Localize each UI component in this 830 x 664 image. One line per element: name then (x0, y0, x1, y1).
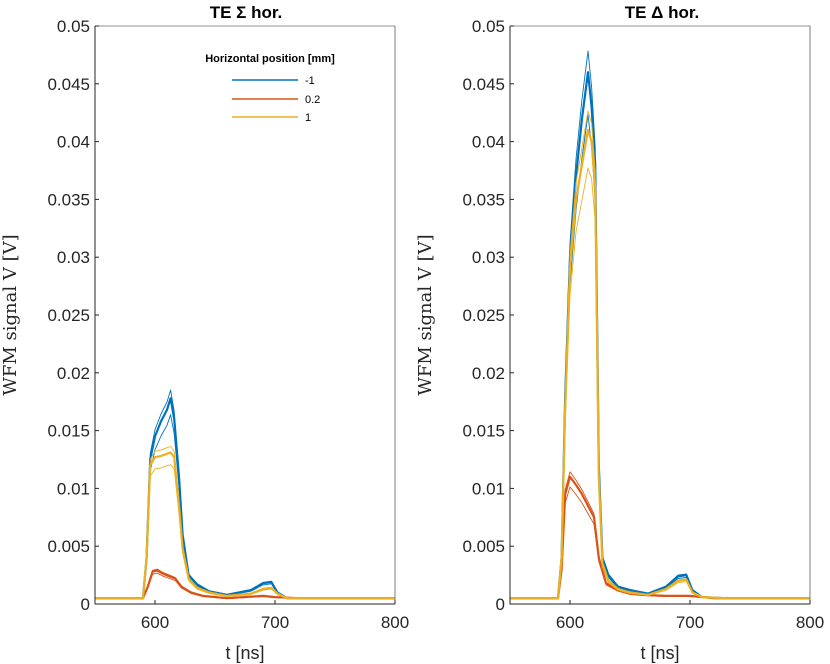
left-series-1-trace-2 (95, 446, 395, 599)
left-y-tick-label: 0.025 (47, 306, 90, 325)
left-x-axis-label: t [ns] (225, 643, 264, 663)
left-y-tick-label: 0.015 (47, 422, 90, 441)
right-y-tick-label: 0.025 (462, 306, 505, 325)
right-y-tick-label: 0.03 (472, 248, 505, 267)
left-y-tick-label: 0.01 (57, 479, 90, 498)
right-y-tick-label: 0 (496, 595, 505, 614)
left-y-tick-label: 0.02 (57, 364, 90, 383)
left-y-tick-label: 0.045 (47, 75, 90, 94)
left-series-minus-1-trace-2 (95, 389, 395, 599)
legend: Horizontal position [mm] -1 0.2 1 (205, 53, 335, 124)
right-series-1-trace-2 (510, 110, 810, 599)
left-series-group (95, 389, 395, 600)
right-series-group (510, 50, 810, 600)
left-series-1-trace-1 (95, 464, 395, 600)
left-x-tick-label: 700 (261, 613, 289, 632)
left-y-tick-label: 0 (81, 595, 90, 614)
right-y-tick-label: 0.04 (472, 133, 505, 152)
right-x-tick-label: 700 (676, 613, 704, 632)
left-y-tick-label: 0.04 (57, 133, 90, 152)
right-title: TE Δ hor. (625, 3, 700, 22)
right-x-tick-label: 600 (556, 613, 584, 632)
legend-entry-1: 1 (305, 112, 311, 124)
right-y-axis-label: WFM signal V [V] (415, 234, 436, 395)
left-y-axis-label: WFM signal V [V] (0, 234, 21, 395)
right-y-tick-label: 0.015 (462, 422, 505, 441)
right-series-0-2-trace-1 (510, 486, 810, 600)
legend-entry-0-2: 0.2 (305, 94, 320, 106)
right-x-tick-label: 800 (796, 613, 824, 632)
left-series-0-2-trace-2 (95, 568, 395, 599)
right-y-tick-label: 0.045 (462, 75, 505, 94)
left-axis-lines (94, 26, 395, 605)
right-y-tick-label: 0.035 (462, 190, 505, 209)
right-x-axis-label: t [ns] (640, 643, 679, 663)
legend-title: Horizontal position [mm] (205, 53, 335, 65)
right-y-tick-label: 0.005 (462, 537, 505, 556)
left-x-tick-label: 800 (381, 613, 409, 632)
left-series-0-2-trace-1 (95, 572, 395, 600)
right-axis-lines (509, 26, 810, 605)
left-y-tick-label: 0.03 (57, 248, 90, 267)
left-x-ticks: 600 700 800 (141, 600, 409, 632)
right-series-0-2-trace-2 (510, 471, 810, 599)
right-y-tick-label: 0.05 (472, 17, 505, 36)
left-x-tick-label: 600 (141, 613, 169, 632)
left-title: TE Σ hor. (210, 3, 283, 22)
left-y-ticks: 0 0.005 0.01 0.015 0.02 0.025 0.03 0.035 0.04 0.0… (47, 17, 99, 614)
right-y-ticks: 0 0.005 0.01 0.015 0.02 0.025 0.03 0.035 0.04 0.0… (462, 17, 514, 614)
legend-entry-minus-1: -1 (305, 75, 315, 87)
right-y-tick-label: 0.02 (472, 364, 505, 383)
left-y-tick-label: 0.05 (57, 17, 90, 36)
left-axes-background (95, 26, 395, 604)
right-x-ticks: 600 700 800 (556, 600, 824, 632)
right-axes-background (510, 26, 810, 604)
left-y-tick-label: 0.035 (47, 190, 90, 209)
right-y-tick-label: 0.01 (472, 479, 505, 498)
right-subplot: TE Δ hor. 0 0.005 0.01 0.015 0.02 0.025 0.03 0.… (415, 3, 824, 663)
left-subplot: TE Σ hor. 0 0.005 0.01 0.015 0.02 0.025 0.03 0.… (0, 3, 409, 663)
left-y-tick-label: 0.005 (47, 537, 90, 556)
right-series-1-trace-1 (510, 167, 810, 600)
